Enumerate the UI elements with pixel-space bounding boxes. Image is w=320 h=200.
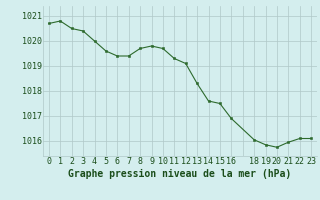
X-axis label: Graphe pression niveau de la mer (hPa): Graphe pression niveau de la mer (hPa) <box>68 169 292 179</box>
